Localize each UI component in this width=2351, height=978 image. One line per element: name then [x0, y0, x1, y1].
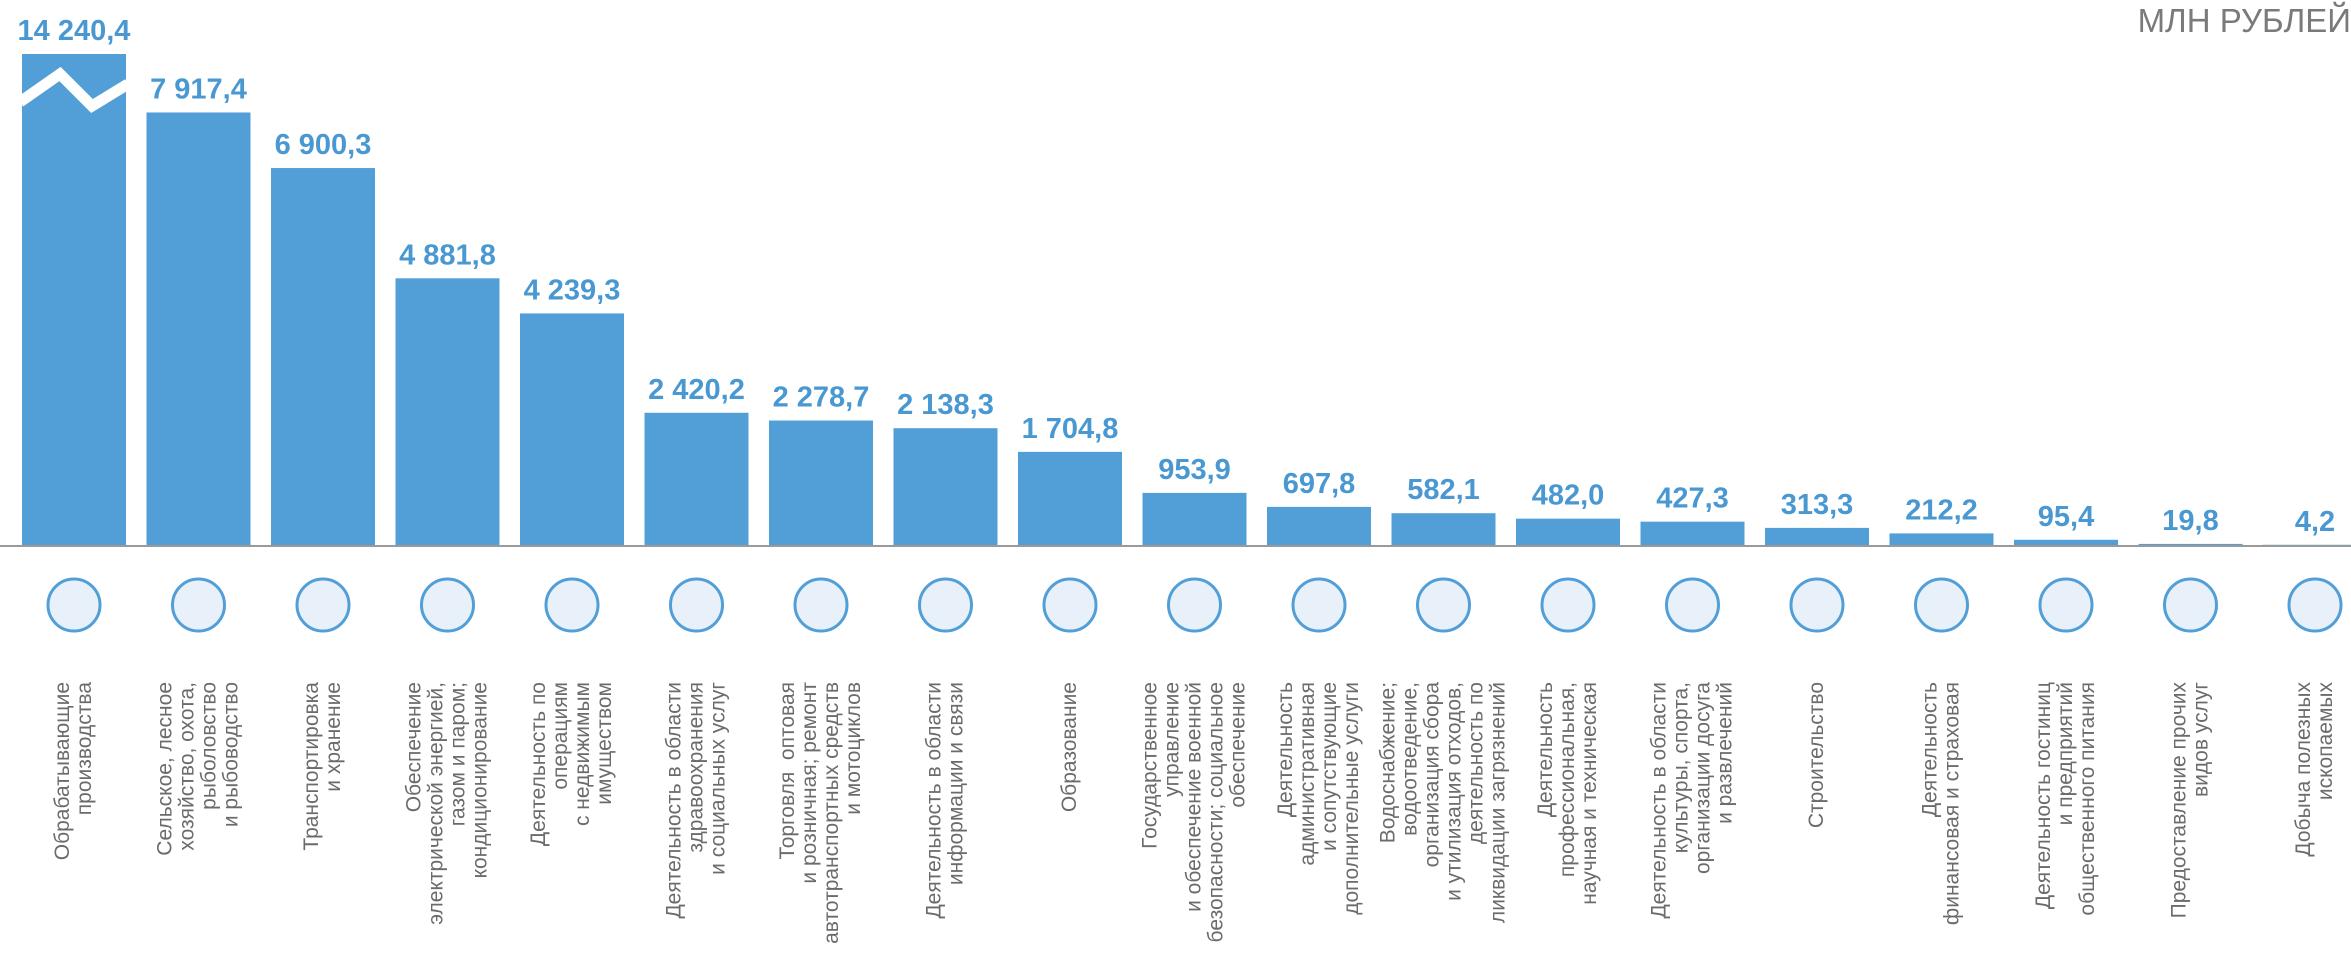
category-icon [2040, 579, 2092, 631]
value-label: 7 917,4 [150, 73, 247, 105]
category-icon [795, 579, 847, 631]
category-icon [2289, 579, 2341, 631]
value-label: 19,8 [2162, 505, 2218, 537]
category-icon [48, 579, 100, 631]
bar [894, 428, 998, 545]
category-label: Сельское, лесное хозяйство, охота, рыбол… [155, 682, 243, 978]
category-label: Обеспечение электрической энергией, газо… [404, 682, 492, 978]
category-icon [422, 579, 474, 631]
value-label: 482,0 [1532, 480, 1605, 512]
bar [1641, 522, 1745, 545]
bar [2139, 544, 2243, 545]
category-icon [2165, 579, 2217, 631]
category-icon [920, 579, 972, 631]
category-label: Строительство [1806, 682, 1828, 978]
category-icon [1791, 579, 1843, 631]
category-label: Деятельность административная и сопутств… [1275, 682, 1363, 978]
category-label: Торговля оптовая и розничная; ремонт авт… [777, 682, 865, 978]
value-label: 697,8 [1283, 468, 1356, 500]
category-label: Обрабатывающие производства [52, 682, 96, 978]
value-label: 4 239,3 [524, 274, 621, 306]
bar [1143, 493, 1247, 545]
value-label: 1 704,8 [1022, 413, 1119, 445]
value-label: 2 278,7 [773, 382, 870, 414]
category-icon [297, 579, 349, 631]
bar [1267, 507, 1371, 545]
bar [147, 112, 251, 545]
category-label: Деятельность финансовая и страховая [1920, 682, 1964, 978]
category-label: Водоснабжение; водоотведение, организаци… [1378, 682, 1510, 978]
bar [396, 278, 500, 545]
bar [2014, 540, 2118, 545]
category-label: Деятельность в области информации и связ… [924, 682, 968, 978]
category-label: Транспортировка и хранение [301, 682, 345, 978]
value-label: 953,9 [1158, 454, 1231, 486]
category-label: Деятельность гостиниц и предприятий обще… [2033, 682, 2099, 978]
category-icon [1916, 579, 1968, 631]
category-icon [546, 579, 598, 631]
category-label: Деятельность в области культуры, спорта,… [1649, 682, 1737, 978]
category-icon [1044, 579, 1096, 631]
bar [1890, 533, 1994, 545]
bar [1765, 528, 1869, 545]
bar [22, 54, 126, 545]
bar [520, 313, 624, 545]
category-label: Деятельность по операциям с недвижимым и… [528, 682, 616, 978]
category-icon [1542, 579, 1594, 631]
category-label: Образование [1059, 682, 1081, 978]
bar [769, 421, 873, 545]
bar [645, 413, 749, 545]
category-label: Предоставление прочих видов услуг [2169, 682, 2213, 978]
value-label: 2 420,2 [648, 374, 745, 406]
bar [1392, 513, 1496, 545]
category-icon [1293, 579, 1345, 631]
value-label: 4 881,8 [399, 239, 496, 271]
page: МЛН РУБЛЕЙ 14 240,47 917,46 900,34 881,8… [0, 0, 2351, 978]
category-icon [671, 579, 723, 631]
category-label: Добыча полезных ископаемых [2293, 682, 2337, 978]
value-label: 582,1 [1407, 474, 1480, 506]
value-label: 2 138,3 [897, 389, 994, 421]
category-icon [173, 579, 225, 631]
value-label: 427,3 [1656, 483, 1729, 515]
value-label: 313,3 [1781, 489, 1854, 521]
value-label: 95,4 [2038, 501, 2094, 533]
category-icon [1169, 579, 1221, 631]
value-label: 6 900,3 [275, 129, 372, 161]
category-label: Деятельность в области здравоохранения и… [664, 682, 730, 978]
value-label: 4,2 [2295, 506, 2335, 538]
value-label: 14 240,4 [18, 15, 131, 47]
category-label: Деятельность профессиональная, научная и… [1535, 682, 1601, 978]
bar [271, 168, 375, 545]
bar [1018, 452, 1122, 545]
category-icon [1667, 579, 1719, 631]
category-icon [1418, 579, 1470, 631]
bar [1516, 519, 1620, 545]
category-label: Государственное управление и обеспечение… [1140, 682, 1250, 978]
value-label: 212,2 [1905, 494, 1978, 526]
